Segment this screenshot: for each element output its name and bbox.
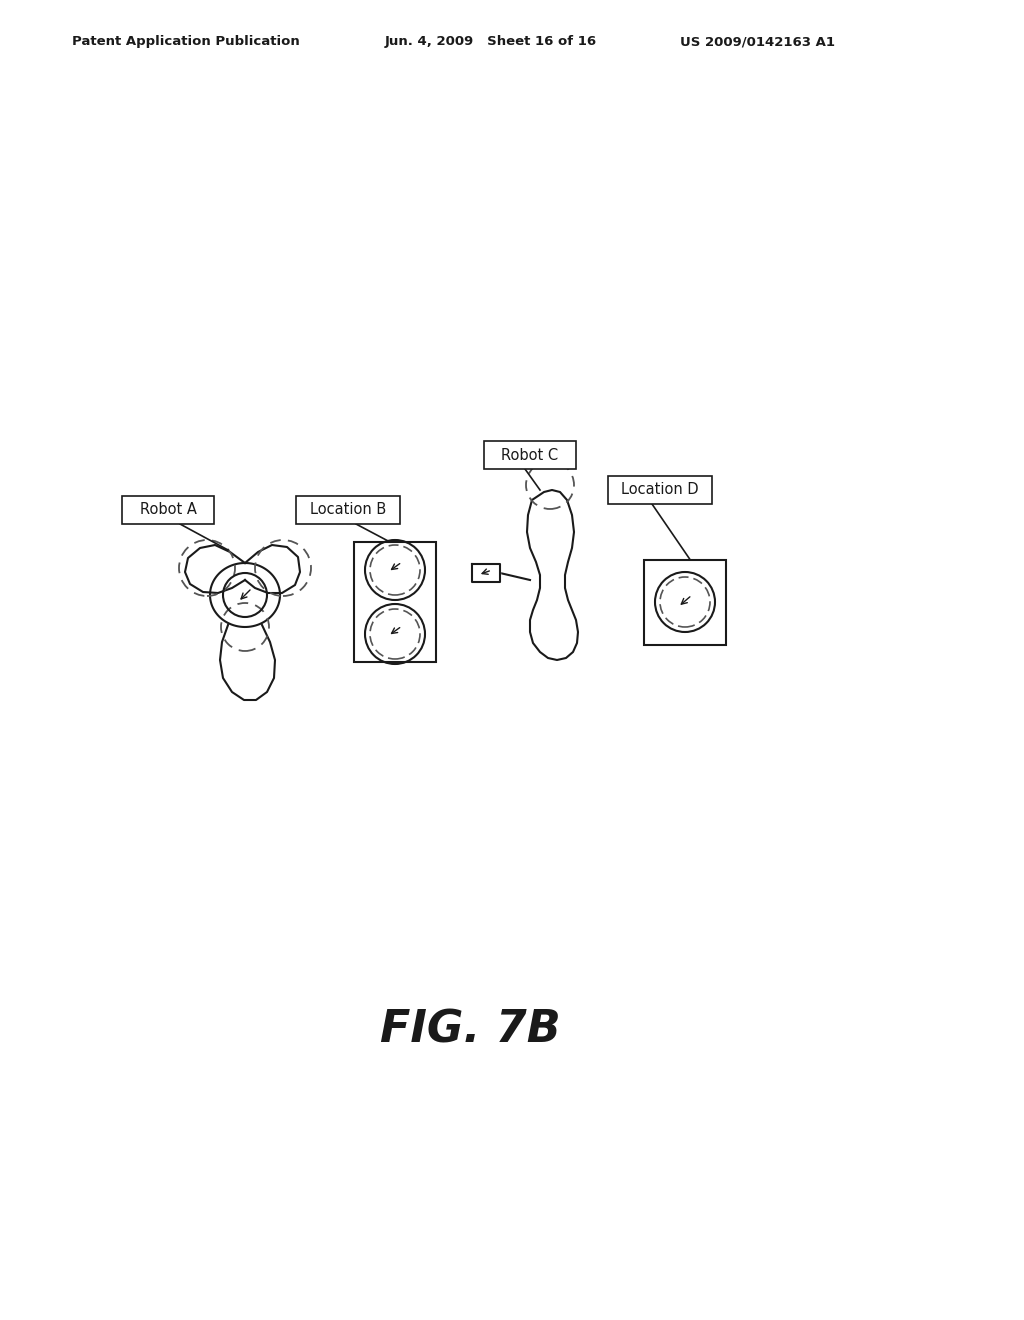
Text: Jun. 4, 2009   Sheet 16 of 16: Jun. 4, 2009 Sheet 16 of 16 [385,36,597,49]
Text: Location B: Location B [310,503,386,517]
Bar [484,441,575,469]
Text: Patent Application Publication: Patent Application Publication [72,36,300,49]
Text: FIG. 7B: FIG. 7B [380,1008,560,1052]
Bar [296,496,400,524]
Text: Location D: Location D [622,483,698,498]
Bar [122,496,214,524]
Polygon shape [185,545,245,593]
Bar [608,477,712,504]
Polygon shape [210,564,280,627]
Bar [644,560,726,644]
Polygon shape [472,564,500,582]
Text: Robot C: Robot C [502,447,558,462]
Bar [354,543,436,663]
Text: US 2009/0142163 A1: US 2009/0142163 A1 [680,36,835,49]
Text: Robot A: Robot A [139,503,197,517]
Polygon shape [245,545,300,593]
Polygon shape [527,490,578,660]
Polygon shape [220,624,275,700]
